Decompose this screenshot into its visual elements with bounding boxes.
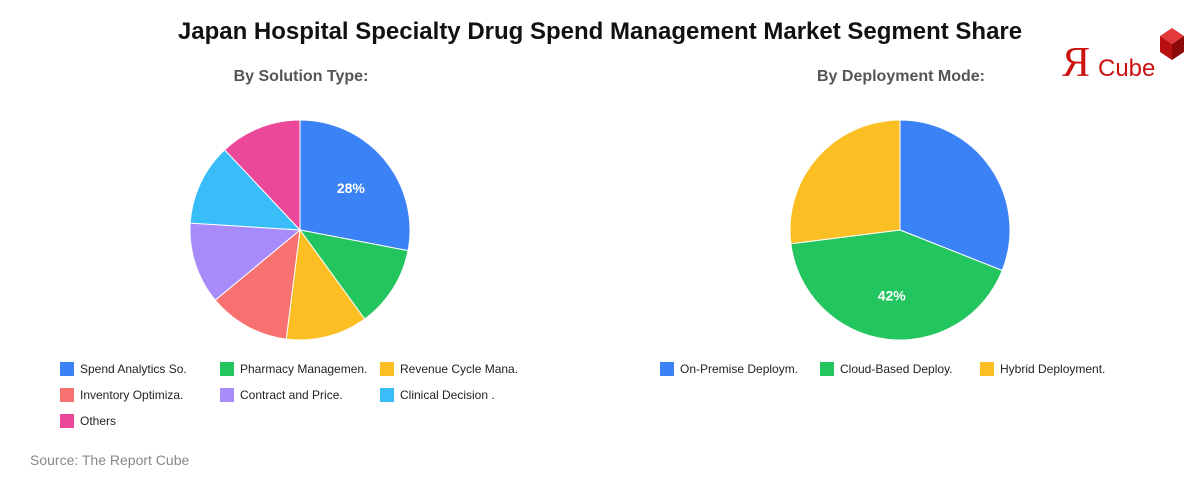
- legend-label: Others: [80, 414, 117, 428]
- legend-item-hybrid-deployment: Hybrid Deployment.: [980, 362, 1105, 376]
- legend-label: Clinical Decision .: [400, 388, 495, 402]
- legend-item-others: Others: [60, 414, 116, 428]
- legend-item-contract-and-price: Contract and Price.: [220, 388, 343, 402]
- pie-slice-contract-and-price: [189, 222, 302, 301]
- pie-slice-cloud-based-deploy: [790, 229, 1003, 341]
- legend-swatch: [60, 388, 74, 402]
- pie-slice-hybrid-deployment: [789, 119, 901, 245]
- legend-swatch: [820, 362, 834, 376]
- logo-mark: Я: [1062, 40, 1090, 82]
- legend-item-pharmacy-managemen: Pharmacy Managemen.: [220, 362, 367, 376]
- deployment-mode-subtitle: By Deployment Mode:: [816, 68, 985, 85]
- legend-swatch: [220, 388, 234, 402]
- report-cube-logo: Я Cube: [1062, 28, 1184, 82]
- chart-title: Japan Hospital Specialty Drug Spend Mana…: [177, 18, 1023, 45]
- pie-slice-pharmacy-managemen: [298, 229, 409, 320]
- pie-slice-inventory-optimiza: [214, 228, 301, 340]
- legend-item-spend-analytics-so: Spend Analytics So.: [60, 362, 187, 376]
- legend-swatch: [380, 362, 394, 376]
- legend-item-cloud-based-deploy: Cloud-Based Deploy.: [820, 362, 953, 376]
- legend-item-on-premise-deploym: On-Premise Deploym.: [660, 362, 798, 376]
- legend-label: Inventory Optimiza.: [80, 388, 184, 402]
- data-label-cloud-based-deploy: 42%: [878, 287, 907, 303]
- logo-text: Cube: [1098, 55, 1155, 82]
- pie-slice-others: [223, 119, 301, 232]
- legend-swatch: [60, 414, 74, 428]
- solution-type-subtitle: By Solution Type:: [233, 68, 369, 85]
- source-note: Source: The Report Cube: [30, 452, 190, 468]
- legend-label: Pharmacy Managemen.: [240, 362, 368, 376]
- legend-swatch: [980, 362, 994, 376]
- legend-label: On-Premise Deploym.: [680, 362, 799, 376]
- legend-swatch: [60, 362, 74, 376]
- data-label-spend-analytics-so: 28%: [337, 180, 366, 196]
- legend-label: Contract and Price.: [240, 388, 343, 402]
- deployment-mode-pie: 42%: [789, 119, 1011, 341]
- legend-swatch: [220, 362, 234, 376]
- legend-item-inventory-optimiza: Inventory Optimiza.: [60, 388, 183, 402]
- pie-slice-spend-analytics-so: [299, 119, 411, 252]
- cube-icon: [1160, 28, 1184, 60]
- pie-slice-on-premise-deploym: [899, 119, 1011, 272]
- legend-label: Spend Analytics So.: [80, 362, 187, 376]
- solution-type-pie: 28%: [189, 119, 411, 341]
- legend-swatch: [380, 388, 394, 402]
- legend-item-revenue-cycle-mana: Revenue Cycle Mana.: [380, 362, 518, 376]
- legend-item-clinical-decision: Clinical Decision .: [380, 388, 495, 402]
- legend-label: Cloud-Based Deploy.: [840, 362, 953, 376]
- legend-label: Hybrid Deployment.: [1000, 362, 1106, 376]
- legend-label: Revenue Cycle Mana.: [400, 362, 519, 376]
- pie-slice-clinical-decision: [189, 149, 302, 231]
- legend-swatch: [660, 362, 674, 376]
- pie-slice-revenue-cycle-mana: [285, 228, 366, 341]
